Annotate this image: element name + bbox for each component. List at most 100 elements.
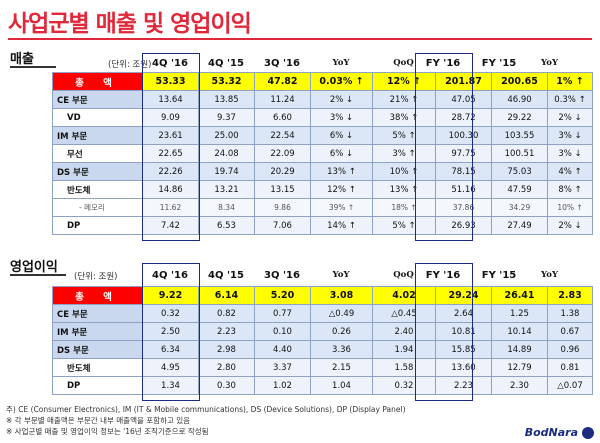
row-label: DP: [52, 216, 143, 235]
sales-header-4: QoQ: [393, 58, 414, 68]
table-cell: 13.15: [254, 180, 311, 199]
table-cell: 11.24: [254, 90, 311, 109]
table-cell: 13.85: [198, 90, 255, 109]
table-cell: 4.02: [372, 286, 436, 305]
table-cell: 3% ↓: [547, 144, 593, 163]
table-cell: 0.32: [142, 304, 199, 323]
table-cell: 3.37: [254, 358, 311, 377]
table-cell: 0.67: [547, 322, 593, 341]
table-cell: 0.32: [372, 376, 436, 395]
table-cell: 2% ↓: [547, 108, 593, 127]
sales-header-2: 3Q '16: [264, 58, 300, 69]
table-cell: 1.34: [142, 376, 199, 395]
table-cell: 46.90: [491, 90, 548, 109]
row-label: - 메모리: [52, 198, 143, 217]
table-row: DP 1.34 0.30 1.02 1.04 0.32 2.23 2.30 △0.07: [52, 376, 593, 395]
table-cell: 8% ↑: [547, 180, 593, 199]
table-cell: 10% ↑: [372, 162, 436, 181]
table-cell: 26.41: [491, 286, 548, 305]
sales-header-6: FY '15: [481, 58, 517, 69]
table-cell: 1% ↑: [547, 72, 593, 91]
table-row: 반도체 4.95 2.80 3.37 2.15 1.58 13.60 12.79 0.81: [52, 358, 593, 377]
row-label: 총 액: [52, 72, 143, 91]
table-cell: 2.40: [372, 322, 436, 341]
sales-header-7: YoY: [540, 58, 559, 68]
table-row: 총 액 9.22 6.14 5.20 3.08 4.02 29.24 26.41 2.83: [52, 286, 593, 305]
table-cell: 3.08: [310, 286, 373, 305]
table-cell: 3% ↑: [372, 144, 436, 163]
row-label: 반도체: [52, 180, 143, 199]
table-cell: 75.03: [491, 162, 548, 181]
footnote-org-basis: ※ 사업군별 매출 및 영업이익 정보는 '16년 조직기준으로 작성됨: [6, 427, 209, 436]
op-income-header-5: FY '16: [425, 270, 461, 281]
op-income-header-1: 4Q '15: [208, 270, 244, 281]
op-income-header-0: 4Q '16: [152, 270, 188, 281]
op-income-table: 총 액 9.22 6.14 5.20 3.08 4.02 29.24 26.41 2.83 CE …: [52, 286, 593, 395]
table-cell: 1.58: [372, 358, 436, 377]
table-cell: 37.86: [435, 198, 492, 217]
bodnara-logo: BodNara: [524, 426, 578, 439]
row-label: 총 액: [52, 286, 143, 305]
table-cell: 13.60: [435, 358, 492, 377]
table-cell: 2.50: [142, 322, 199, 341]
table-cell: 3% ↓: [547, 126, 593, 145]
table-row: DS 부문 6.34 2.98 4.40 3.36 1.94 15.85 14.89 0.96: [52, 340, 593, 359]
table-cell: 0.96: [547, 340, 593, 359]
table-row: 총 액 53.33 53.32 47.82 0.03% ↑ 12% ↑ 201.87 200.…: [52, 72, 593, 91]
table-cell: 1.02: [254, 376, 311, 395]
row-label: CE 부문: [52, 90, 143, 109]
table-cell: 22.09: [254, 144, 311, 163]
table-row: IM 부문 23.61 25.00 22.54 6% ↓ 5% ↑ 100.30 103.55…: [52, 126, 593, 145]
table-cell: 24.08: [198, 144, 255, 163]
table-cell: 53.33: [142, 72, 199, 91]
table-cell: 14.89: [491, 340, 548, 359]
table-cell: 100.51: [491, 144, 548, 163]
footnote-internal-sales: ※ 각 부문별 매출액은 부문간 내부 매출액을 포함하고 있음: [6, 416, 191, 425]
table-cell: 53.32: [198, 72, 255, 91]
table-cell: 5.20: [254, 286, 311, 305]
table-cell: 4.95: [142, 358, 199, 377]
table-cell: 5% ↑: [372, 126, 436, 145]
table-row: VD 9.09 9.37 6.60 3% ↓ 38% ↑ 28.72 29.22 2% ↓: [52, 108, 593, 127]
op-income-section-title: 영업이익: [10, 260, 58, 275]
row-label: 반도체: [52, 358, 143, 377]
table-cell: 39% ↑: [310, 198, 373, 217]
table-cell: 6.34: [142, 340, 199, 359]
op-income-header-7: YoY: [540, 270, 559, 280]
table-cell: 22.65: [142, 144, 199, 163]
table-cell: 26.93: [435, 216, 492, 235]
table-cell: 7.06: [254, 216, 311, 235]
table-cell: 10% ↑: [547, 198, 593, 217]
op-income-unit-label: (단위: 조원): [74, 272, 118, 282]
table-cell: 10.14: [491, 322, 548, 341]
table-cell: 10.81: [435, 322, 492, 341]
table-cell: 6.14: [198, 286, 255, 305]
table-cell: △0.07: [547, 376, 593, 395]
table-cell: 9.86: [254, 198, 311, 217]
table-cell: 25.00: [198, 126, 255, 145]
table-cell: 78.15: [435, 162, 492, 181]
sales-header-1: 4Q '15: [208, 58, 244, 69]
table-cell: 0.03% ↑: [310, 72, 373, 91]
table-cell: 13.64: [142, 90, 199, 109]
op-income-header-4: QoQ: [393, 270, 414, 280]
op-income-header-3: YoY: [332, 270, 350, 280]
table-cell: 47.82: [254, 72, 311, 91]
row-label: 무선: [52, 144, 143, 163]
table-cell: 2% ↓: [547, 216, 593, 235]
sales-unit-label: (단위: 조원): [108, 60, 152, 70]
op-income-section-underline: [10, 274, 66, 276]
table-row: IM 부문 2.50 2.23 0.10 0.26 2.40 10.81 10.14 0.67: [52, 322, 593, 341]
table-cell: 7.42: [142, 216, 199, 235]
row-label: CE 부문: [52, 304, 143, 323]
table-cell: 9.22: [142, 286, 199, 305]
footnote-abbreviations: 주) CE (Consumer Electronics), IM (IT & M…: [6, 405, 406, 414]
table-row: 무선 22.65 24.08 22.09 6% ↓ 3% ↑ 97.75 100.51 3% ↓: [52, 144, 593, 163]
table-cell: 34.29: [491, 198, 548, 217]
table-cell: 22.26: [142, 162, 199, 181]
table-cell: 27.49: [491, 216, 548, 235]
table-cell: 2.98: [198, 340, 255, 359]
table-cell: 19.74: [198, 162, 255, 181]
table-cell: 22.54: [254, 126, 311, 145]
table-cell: 2.64: [435, 304, 492, 323]
